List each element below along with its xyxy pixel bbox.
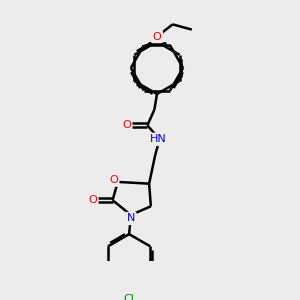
Text: Cl: Cl: [124, 294, 134, 300]
Text: O: O: [109, 175, 118, 185]
Text: O: O: [153, 32, 161, 42]
Text: HN: HN: [149, 134, 166, 144]
Text: O: O: [122, 120, 131, 130]
Text: N: N: [127, 214, 135, 224]
Text: O: O: [88, 195, 97, 205]
